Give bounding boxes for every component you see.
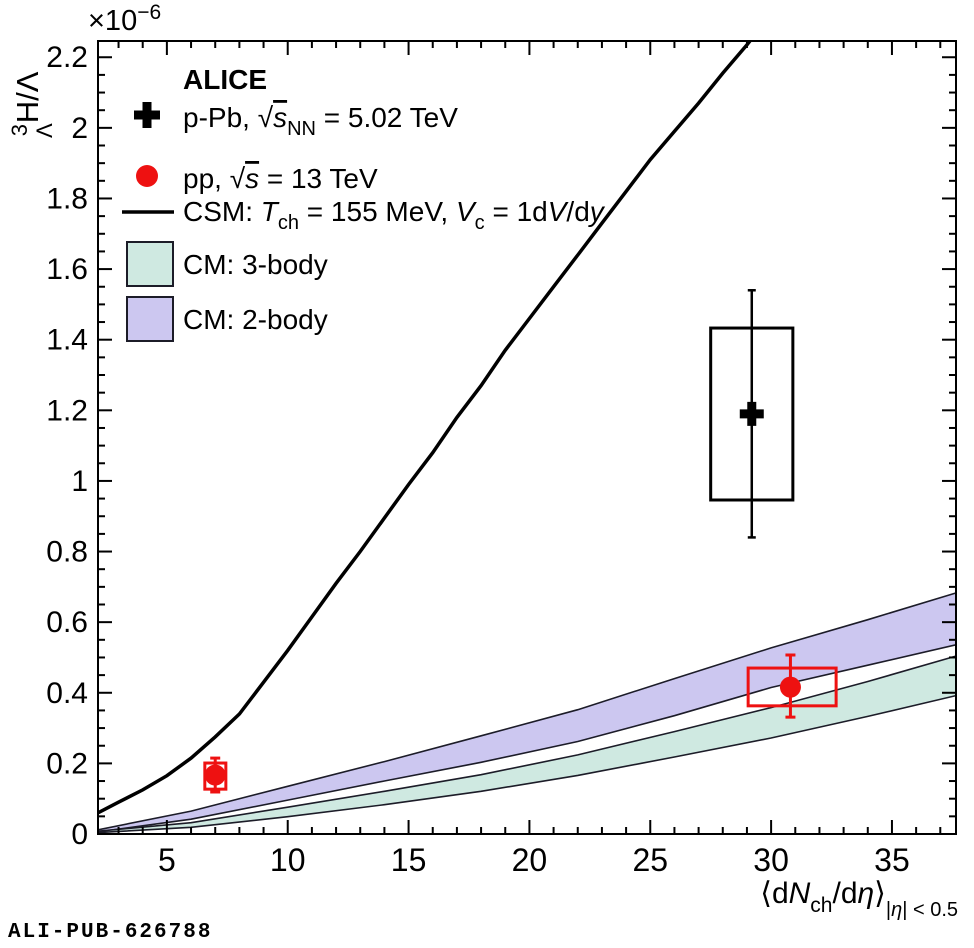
legend-band3-swatch-icon — [126, 241, 174, 287]
point-marker-cross — [739, 401, 764, 426]
y-tick-label: 1.4 — [46, 324, 88, 357]
y-tick-label: 2.2 — [46, 41, 88, 74]
csm-curve — [98, 41, 753, 815]
x-tick-label: 20 — [512, 842, 548, 878]
legend-circle-marker-icon — [136, 165, 158, 187]
legend-label-csm: CSM: Tch = 155 MeV, Vc = 1dV/dy — [183, 196, 606, 234]
legend-label-pp: pp, √s = 13 TeV — [183, 163, 378, 194]
y-axis-exponent: ×10−6 — [88, 1, 161, 37]
y-tick-label: 0.6 — [46, 606, 88, 639]
legend-band2-swatch-icon — [126, 296, 174, 342]
x-tick-label: 15 — [391, 842, 427, 878]
model-curve-layer — [98, 41, 753, 815]
model-bands-layer — [98, 592, 956, 834]
axis-ticks-layer — [98, 41, 956, 835]
y-tick-label: 1.8 — [46, 182, 88, 215]
x-tick-label: 25 — [632, 842, 668, 878]
data-points-layer — [203, 289, 838, 794]
y-tick-label: 0 — [71, 818, 88, 851]
x-axis-title: ⟨dNch/dη⟩|η| < 0.5 — [760, 877, 958, 921]
y-tick-label: 1.2 — [46, 394, 88, 427]
y-tick-label: 1.6 — [46, 253, 88, 286]
legend: ALICE p-Pb, √sNN = 5.02 TeV pp, √s = 13 … — [122, 64, 606, 342]
point-marker-circle — [204, 764, 226, 786]
point-marker-circle — [779, 676, 801, 698]
legend-label-cm2: CM: 2-body — [183, 304, 328, 335]
watermark-label: ALI-PUB-626788 — [8, 921, 212, 944]
axis-tick-labels-layer: 5 10 15 20 25 30 35 0 0.2 0.4 0.6 0.8 1 1.2 1.4 1.6 1.8 2… — [46, 41, 909, 878]
x-tick-label: 10 — [270, 842, 306, 878]
x-tick-label: 30 — [753, 842, 789, 878]
y-tick-label: 0.8 — [46, 536, 88, 569]
y-tick-label: 1 — [71, 465, 88, 498]
legend-cross-marker-icon — [134, 102, 160, 128]
band-cm-2-body — [98, 592, 956, 833]
band-cm-3-body — [98, 655, 956, 834]
plot-frame — [97, 40, 957, 835]
x-tick-label: 35 — [874, 842, 910, 878]
y-tick-label: 2 — [71, 112, 88, 145]
legend-title: ALICE — [183, 64, 267, 95]
y-axis-title: 3ΛH/Λ — [7, 71, 57, 138]
legend-label-ppb: p-Pb, √sNN = 5.02 TeV — [183, 102, 458, 140]
point-syst-box — [746, 666, 838, 708]
legend-label-cm3: CM: 3-body — [183, 249, 328, 280]
y-tick-label: 0.4 — [46, 677, 88, 710]
x-tick-label: 5 — [158, 842, 176, 878]
y-tick-label: 0.2 — [46, 747, 88, 780]
